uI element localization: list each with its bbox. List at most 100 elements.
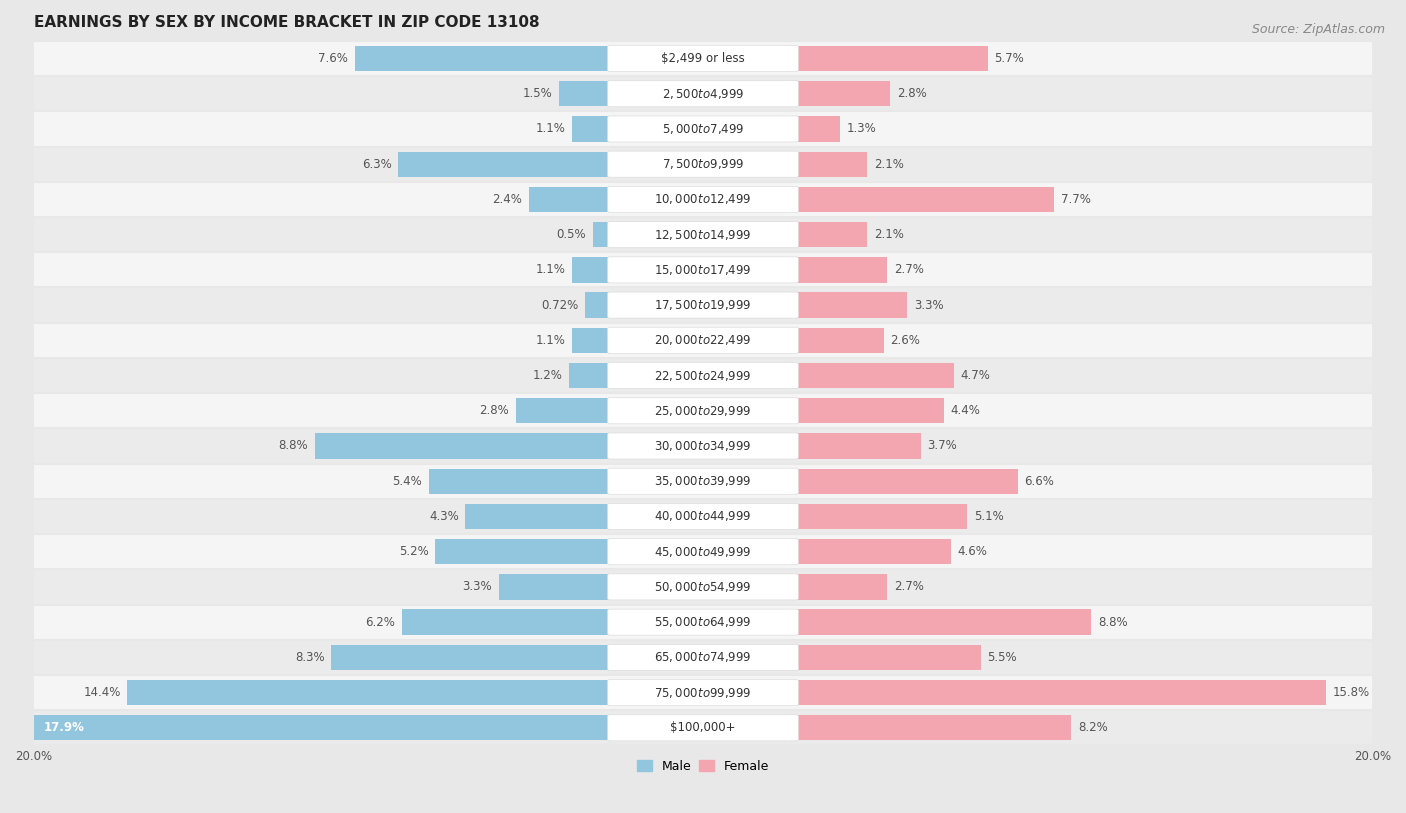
Bar (436, 539, 609, 564)
Text: 4.3%: 4.3% (429, 510, 458, 523)
Text: $50,000 to $54,999: $50,000 to $54,999 (654, 580, 752, 594)
Text: 1.1%: 1.1% (536, 123, 565, 136)
Text: 1.1%: 1.1% (536, 334, 565, 347)
FancyBboxPatch shape (607, 151, 799, 177)
Bar (797, 363, 955, 389)
Text: 7.6%: 7.6% (318, 52, 349, 65)
FancyBboxPatch shape (607, 503, 799, 529)
Bar (34, 640, 1372, 675)
Text: 2.7%: 2.7% (894, 263, 924, 276)
Bar (797, 715, 1071, 741)
Bar (797, 574, 887, 600)
FancyBboxPatch shape (607, 468, 799, 494)
Text: 14.4%: 14.4% (83, 686, 121, 699)
Text: 5.1%: 5.1% (974, 510, 1004, 523)
Text: $5,000 to $7,499: $5,000 to $7,499 (662, 122, 744, 136)
Bar (592, 222, 609, 247)
FancyBboxPatch shape (607, 328, 799, 354)
Text: 6.3%: 6.3% (361, 158, 392, 171)
Bar (34, 217, 1372, 252)
Text: 5.2%: 5.2% (399, 546, 429, 559)
Text: 1.5%: 1.5% (523, 87, 553, 100)
FancyBboxPatch shape (607, 292, 799, 318)
Text: 8.8%: 8.8% (1098, 615, 1128, 628)
Legend: Male, Female: Male, Female (631, 755, 775, 778)
Text: 8.2%: 8.2% (1078, 721, 1108, 734)
Bar (499, 574, 609, 600)
Bar (797, 504, 967, 529)
Bar (797, 257, 887, 283)
Bar (34, 675, 1372, 711)
Text: 1.1%: 1.1% (536, 263, 565, 276)
Text: 6.2%: 6.2% (366, 615, 395, 628)
Text: 0.72%: 0.72% (541, 298, 578, 311)
Bar (797, 293, 907, 318)
FancyBboxPatch shape (607, 715, 799, 741)
Text: 0.5%: 0.5% (557, 228, 586, 241)
Text: 6.6%: 6.6% (1025, 475, 1054, 488)
Bar (797, 222, 868, 247)
Bar (34, 499, 1372, 534)
Bar (10, 715, 609, 741)
Bar (797, 680, 1326, 705)
Bar (128, 680, 609, 705)
Text: 2.4%: 2.4% (492, 193, 522, 206)
FancyBboxPatch shape (607, 680, 799, 706)
Bar (797, 610, 1091, 635)
Bar (797, 328, 884, 353)
Text: $22,500 to $24,999: $22,500 to $24,999 (654, 368, 752, 383)
Bar (34, 323, 1372, 358)
Text: $12,500 to $14,999: $12,500 to $14,999 (654, 228, 752, 241)
Bar (797, 46, 987, 72)
Text: 2.8%: 2.8% (897, 87, 927, 100)
Text: $10,000 to $12,499: $10,000 to $12,499 (654, 193, 752, 207)
Bar (34, 111, 1372, 146)
Text: 8.8%: 8.8% (278, 440, 308, 453)
Text: $45,000 to $49,999: $45,000 to $49,999 (654, 545, 752, 559)
Bar (797, 81, 890, 107)
Bar (34, 252, 1372, 288)
Text: $100,000+: $100,000+ (671, 721, 735, 734)
Text: 5.5%: 5.5% (987, 651, 1017, 664)
Text: 17.9%: 17.9% (44, 721, 84, 734)
FancyBboxPatch shape (607, 80, 799, 107)
Text: $25,000 to $29,999: $25,000 to $29,999 (654, 404, 752, 418)
Bar (34, 711, 1372, 746)
Bar (34, 288, 1372, 323)
Bar (34, 428, 1372, 463)
Bar (34, 41, 1372, 76)
Bar (797, 398, 943, 424)
Bar (797, 539, 950, 564)
Bar (572, 116, 609, 141)
Bar (797, 468, 1018, 494)
Text: $30,000 to $34,999: $30,000 to $34,999 (654, 439, 752, 453)
Text: Source: ZipAtlas.com: Source: ZipAtlas.com (1251, 23, 1385, 36)
Bar (34, 182, 1372, 217)
Text: $7,500 to $9,999: $7,500 to $9,999 (662, 157, 744, 172)
Bar (34, 463, 1372, 499)
Text: $2,500 to $4,999: $2,500 to $4,999 (662, 87, 744, 101)
Text: 3.3%: 3.3% (463, 580, 492, 593)
Bar (529, 187, 609, 212)
Bar (34, 358, 1372, 393)
Text: 3.7%: 3.7% (928, 440, 957, 453)
Text: 8.3%: 8.3% (295, 651, 325, 664)
Bar (34, 534, 1372, 569)
Bar (797, 433, 921, 459)
Text: $55,000 to $64,999: $55,000 to $64,999 (654, 615, 752, 629)
Text: $20,000 to $22,499: $20,000 to $22,499 (654, 333, 752, 347)
FancyBboxPatch shape (607, 433, 799, 459)
Text: 2.7%: 2.7% (894, 580, 924, 593)
Bar (34, 605, 1372, 640)
Text: $40,000 to $44,999: $40,000 to $44,999 (654, 510, 752, 524)
Text: EARNINGS BY SEX BY INCOME BRACKET IN ZIP CODE 13108: EARNINGS BY SEX BY INCOME BRACKET IN ZIP… (34, 15, 538, 30)
Bar (34, 569, 1372, 605)
Text: $2,499 or less: $2,499 or less (661, 52, 745, 65)
Text: 5.4%: 5.4% (392, 475, 422, 488)
FancyBboxPatch shape (607, 645, 799, 671)
Bar (569, 363, 609, 389)
Text: 15.8%: 15.8% (1333, 686, 1369, 699)
Text: 2.6%: 2.6% (890, 334, 921, 347)
Bar (315, 433, 609, 459)
FancyBboxPatch shape (607, 363, 799, 389)
